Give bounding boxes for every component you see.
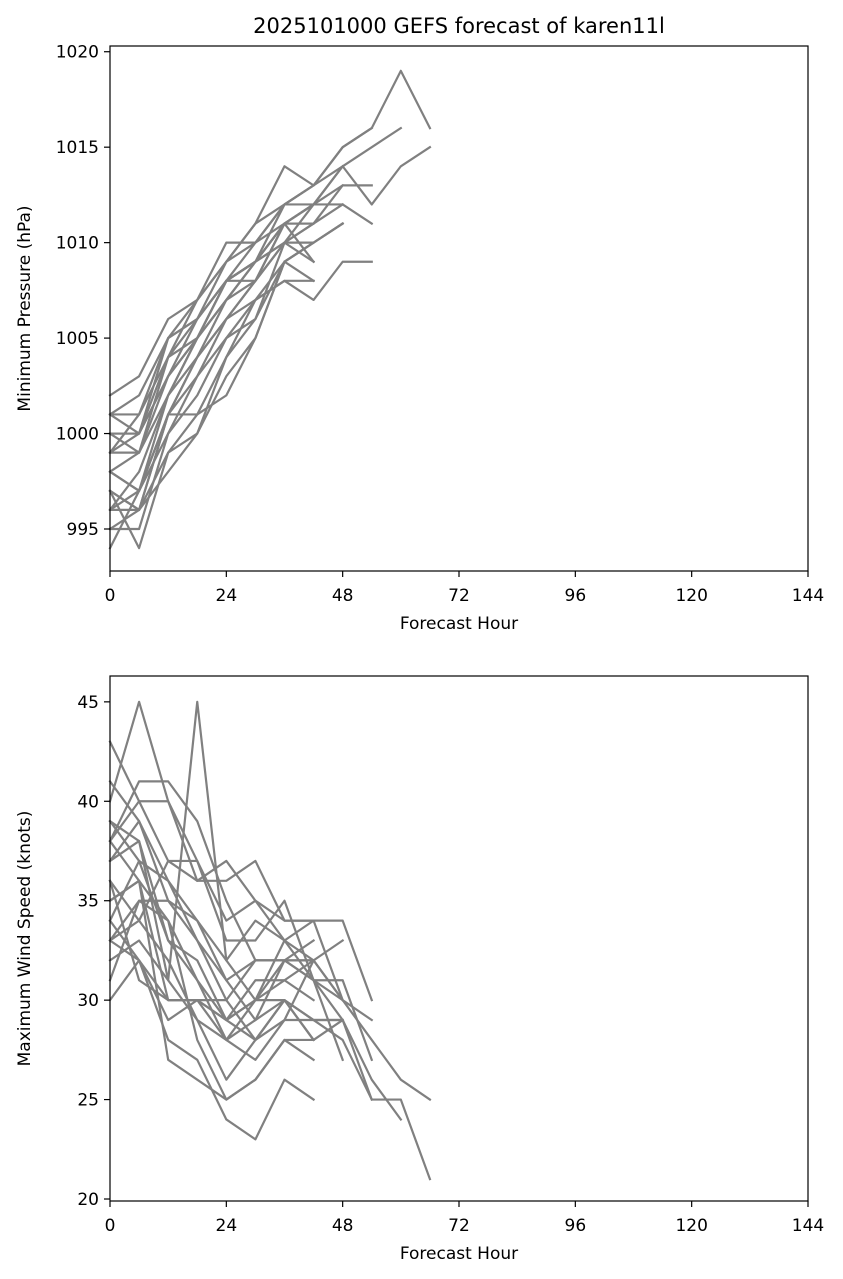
wind-x-tick-label: 24: [216, 1216, 238, 1236]
pressure-member-line-21: [108, 183, 316, 435]
wind-y-tick-label: 30: [77, 991, 99, 1011]
pressure-x-tick-label: 24: [216, 586, 238, 606]
pressure-member-line-14: [108, 203, 315, 435]
pressure-x-tick-label: 0: [105, 586, 116, 606]
pressure-member-line-17: [108, 222, 316, 512]
pressure-x-tick-label: 96: [565, 586, 587, 606]
chart-title: 2025101000 GEFS forecast of karen11l: [253, 14, 665, 38]
wind-x-tick-label: 96: [565, 1216, 587, 1236]
pressure-member-line-13: [108, 222, 345, 512]
pressure-member-line-22: [108, 241, 316, 492]
pressure-panel: 0 24 48 72 96 120 144 995 1000 1005 1010 1015 1020 Fo…: [15, 43, 824, 634]
pressure-plot-frame: [109, 45, 809, 572]
pressure-x-tick-label: 120: [675, 586, 707, 606]
pressure-x-tick-label: 72: [448, 586, 470, 606]
wind-panel: 0 24 48 72 96 120 144 20 25 30 35 40 45 Forecast Hour…: [15, 675, 824, 1264]
wind-x-tick-label: 48: [332, 1216, 354, 1236]
pressure-x-axis-label: Forecast Hour: [400, 614, 518, 634]
wind-y-tick-label: 45: [77, 693, 99, 713]
wind-member-line-17: [108, 859, 315, 943]
pressure-y-tick-label: 1000: [56, 425, 99, 445]
pressure-y-tick-label: 995: [67, 520, 99, 540]
pressure-x-tick-label: 144: [792, 586, 824, 606]
wind-member-line-11: [108, 938, 345, 1061]
pressure-y-tick-label: 1020: [56, 43, 99, 63]
wind-y-tick-label: 25: [77, 1091, 99, 1111]
wind-member-line-4: [108, 740, 374, 1002]
wind-y-axis-label: Maximum Wind Speed (knots): [15, 811, 35, 1067]
pressure-y-axis-label: Minimum Pressure (hPa): [15, 205, 35, 411]
pressure-member-line-15: [108, 279, 315, 492]
pressure-y-tick-label: 1005: [56, 329, 99, 349]
wind-plot-frame: [109, 675, 809, 1202]
wind-member-line-19: [108, 819, 316, 1022]
wind-member-line-16: [108, 700, 316, 1002]
wind-member-line-2: [108, 899, 432, 1181]
wind-x-tick-label: 0: [105, 1216, 116, 1236]
wind-member-line-22: [108, 938, 316, 1042]
wind-member-line-21: [108, 839, 315, 1101]
pressure-member-line-4: [108, 126, 374, 397]
wind-y-tick-label: 40: [77, 792, 99, 812]
wind-member-line-12: [108, 800, 345, 1062]
pressure-member-line-11: [108, 202, 345, 416]
wind-x-tick-label: 144: [792, 1216, 824, 1236]
pressure-x-tick-label: 48: [332, 586, 354, 606]
wind-member-line-18: [108, 879, 316, 1022]
wind-member-line-20: [108, 899, 315, 1002]
wind-y-tick-label: 35: [77, 892, 99, 912]
pressure-y-tick-label: 1015: [56, 138, 99, 158]
wind-x-tick-label: 72: [448, 1216, 470, 1236]
wind-x-tick-label: 120: [675, 1216, 707, 1236]
pressure-member-line-20: [108, 241, 316, 454]
pressure-y-tick-label: 1010: [56, 234, 99, 254]
wind-x-axis-label: Forecast Hour: [400, 1244, 518, 1264]
wind-y-tick-label: 20: [77, 1190, 99, 1210]
pressure-member-line-3: [108, 126, 403, 416]
